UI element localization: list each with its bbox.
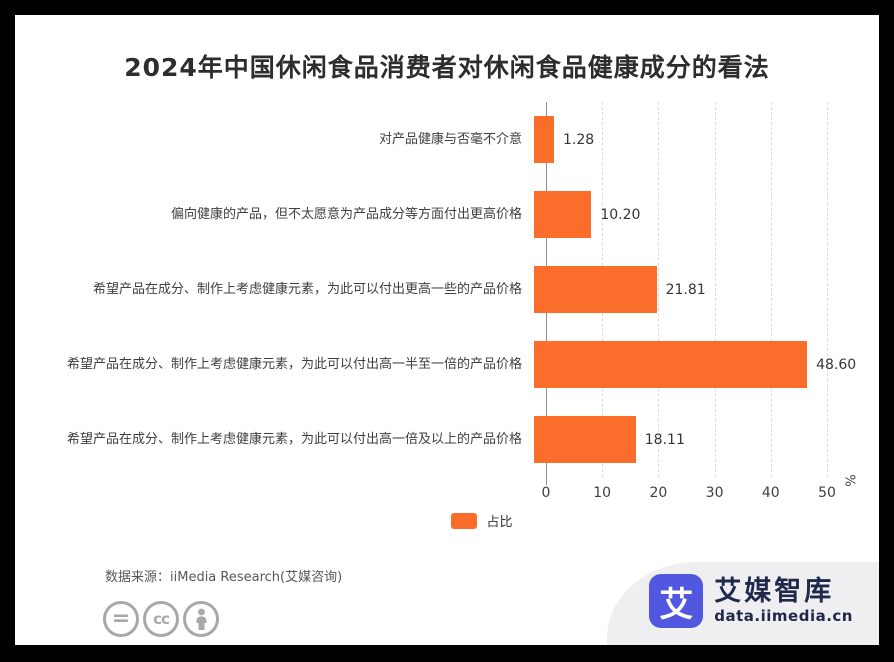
bar <box>534 191 592 238</box>
bar-row: 希望产品在成分、制作上考虑健康元素，为此可以付出更高一些的产品价格 21.81 <box>15 252 879 327</box>
bar-chart: 对产品健康与否毫不介意 1.28 偏向健康的产品，但不太愿意为产品成分等方面付出… <box>15 102 879 530</box>
bar-row: 对产品健康与否毫不介意 1.28 <box>15 102 879 177</box>
value-label: 18.11 <box>644 431 685 448</box>
value-label: 10.20 <box>600 206 641 223</box>
gridline-50 <box>827 102 828 477</box>
category-label: 希望产品在成分、制作上考虑健康元素，为此可以付出高一倍及以上的产品价格 <box>66 431 522 447</box>
category-label: 对产品健康与否毫不介意 <box>378 131 522 147</box>
bar-row: 偏向健康的产品，但不太愿意为产品成分等方面付出更高价格 10.20 <box>15 177 879 252</box>
bar <box>534 416 636 463</box>
x-tick-label: 50 <box>818 485 836 501</box>
bar-track: 48.60 <box>534 327 879 402</box>
chart-card: 2024年中国休闲食品消费者对休闲食品健康成分的看法 对产品健康与否毫不介意 1… <box>15 15 879 645</box>
gridline-40 <box>770 102 772 477</box>
value-label: 21.81 <box>665 281 706 298</box>
cc-glyph: cc <box>153 610 170 628</box>
bar-track: 21.81 <box>534 252 879 327</box>
bar <box>534 266 657 313</box>
plot-area: 对产品健康与否毫不介意 1.28 偏向健康的产品，但不太愿意为产品成分等方面付出… <box>15 102 879 485</box>
cc-icon: cc <box>143 601 179 637</box>
brand-domain: data.iimedia.cn <box>714 606 853 625</box>
iimedia-logo-icon: 艾 <box>649 574 704 628</box>
bar-row: 希望产品在成分、制作上考虑健康元素，为此可以付出高一半至一倍的产品价格 48.6… <box>15 327 879 402</box>
license-icons: = cc <box>103 601 219 637</box>
x-tick-label: 30 <box>705 485 724 501</box>
category-label: 偏向健康的产品，但不太愿意为产品成分等方面付出更高价格 <box>170 206 522 222</box>
bar <box>534 341 808 388</box>
x-tick-label: 20 <box>649 485 668 501</box>
brand-logo: 艾 艾媒智库 data.iimedia.cn <box>649 574 853 628</box>
category-label: 希望产品在成分、制作上考虑健康元素，为此可以付出更高一些的产品价格 <box>92 281 522 297</box>
bar-track: 1.28 <box>534 102 879 177</box>
value-label: 48.60 <box>816 356 857 373</box>
gridline-20 <box>658 102 660 477</box>
bar-track: 18.11 <box>534 402 879 477</box>
person-icon <box>183 601 219 637</box>
x-tick-label: 10 <box>593 485 612 501</box>
bar-row: 希望产品在成分、制作上考虑健康元素，为此可以付出高一倍及以上的产品价格 18.1… <box>15 402 879 477</box>
bar <box>534 116 554 163</box>
value-label: 1.28 <box>563 131 595 148</box>
legend: 占比 <box>15 511 879 530</box>
brand-text-block: 艾媒智库 data.iimedia.cn <box>714 577 853 625</box>
gridline-30 <box>714 102 716 477</box>
equals-icon: = <box>103 601 139 637</box>
equals-glyph: = <box>111 605 131 631</box>
chart-title: 2024年中国休闲食品消费者对休闲食品健康成分的看法 <box>124 53 770 82</box>
brand-name: 艾媒智库 <box>714 576 835 608</box>
x-tick-label: 0 <box>541 485 551 501</box>
legend-swatch <box>451 512 478 529</box>
bar-track: 10.20 <box>534 177 879 252</box>
x-tick-label: 40 <box>761 485 780 501</box>
data-source-text: 数据来源：iiMedia Research(艾媒咨询) <box>105 570 343 585</box>
x-axis: 0 10 20 30 40 50 % <box>542 474 879 507</box>
person-glyph <box>195 608 207 630</box>
category-label: 希望产品在成分、制作上考虑健康元素，为此可以付出高一半至一倍的产品价格 <box>66 356 522 372</box>
legend-label: 占比 <box>486 515 513 530</box>
